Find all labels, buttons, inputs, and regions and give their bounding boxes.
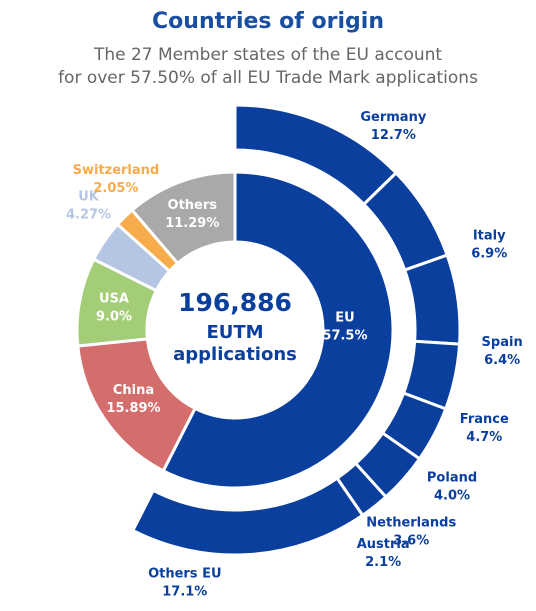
inner-label-value: 2.05% bbox=[93, 181, 138, 196]
outer-label-name: Spain bbox=[482, 335, 523, 350]
outer-label-value: 17.1% bbox=[162, 585, 207, 600]
inner-label-name: Others bbox=[168, 198, 218, 213]
inner-label-value: 57.5% bbox=[322, 329, 367, 344]
outer-label-name: Netherlands bbox=[366, 515, 456, 530]
outer-label-name: Germany bbox=[360, 110, 426, 125]
inner-label-value: 9.0% bbox=[96, 309, 132, 324]
outer-segment bbox=[402, 253, 462, 346]
inner-label-value: 11.29% bbox=[165, 216, 219, 231]
inner-label-value: 4.27% bbox=[66, 207, 111, 222]
inner-label-value: 15.89% bbox=[106, 401, 160, 416]
outer-label-value: 2.1% bbox=[365, 555, 401, 570]
subtitle: The 27 Member states of the EU account bbox=[93, 45, 442, 65]
outer-label-name: Austria bbox=[357, 537, 410, 552]
outer-label-value: 6.4% bbox=[484, 353, 520, 368]
outer-label-value: 6.9% bbox=[471, 247, 507, 262]
center-text: applications bbox=[173, 344, 297, 365]
outer-label-value: 3.6% bbox=[393, 533, 429, 548]
outer-label-value: 4.0% bbox=[434, 489, 470, 504]
inner-segment bbox=[161, 170, 395, 490]
outer-segment bbox=[130, 476, 365, 557]
center-total: 196,886 bbox=[178, 288, 292, 317]
inner-label-name: Switzerland bbox=[73, 163, 160, 178]
outer-label-value: 12.7% bbox=[371, 128, 416, 143]
chart-title: Countries of origin bbox=[152, 9, 384, 34]
subtitle: for over 57.50% of all EU Trade Mark app… bbox=[58, 68, 478, 88]
inner-label-name: UK bbox=[78, 189, 100, 204]
outer-label-name: Poland bbox=[427, 471, 477, 486]
inner-label-name: USA bbox=[99, 291, 129, 306]
inner-label-name: EU bbox=[335, 311, 354, 326]
outer-label-name: Others EU bbox=[148, 567, 221, 582]
center-text: EUTM bbox=[206, 322, 263, 343]
outer-label-value: 4.7% bbox=[466, 430, 502, 445]
inner-segment bbox=[129, 170, 237, 266]
outer-label-name: Italy bbox=[473, 229, 506, 244]
inner-label-name: China bbox=[113, 383, 154, 398]
outer-label-name: France bbox=[460, 412, 509, 427]
